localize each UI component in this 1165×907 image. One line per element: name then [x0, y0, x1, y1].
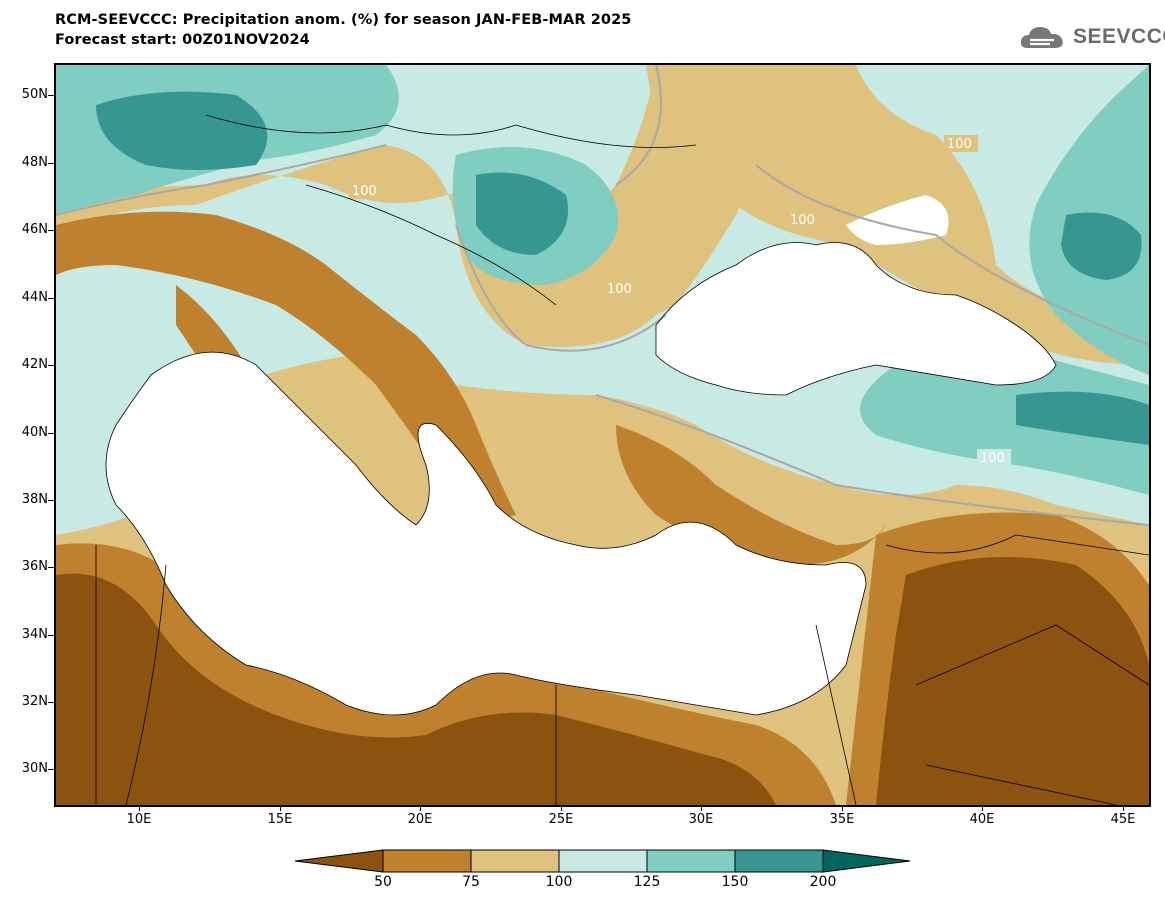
colorbar-segment-75-100 — [470, 849, 560, 873]
lon-tick — [842, 805, 843, 811]
lat-tick — [48, 298, 54, 299]
lon-label-30e: 30E — [688, 812, 714, 827]
lat-label-32n: 32N — [21, 694, 48, 709]
lon-label-35e: 35E — [829, 812, 855, 827]
sea-mediterranean — [106, 352, 866, 715]
lat-label-50n: 50N — [21, 87, 48, 102]
colorbar-segment-above-200 — [822, 849, 911, 873]
lon-tick — [561, 805, 562, 811]
lat-tick — [48, 702, 54, 703]
lon-tick — [982, 805, 983, 811]
lon-label-45e: 45E — [1110, 812, 1136, 827]
contour-label-2: 100 — [607, 282, 632, 297]
contour-label-4: 100 — [980, 451, 1005, 466]
lat-tick — [48, 433, 54, 434]
lat-tick — [48, 567, 54, 568]
colorbar — [295, 849, 911, 873]
colorbar-label-150: 150 — [721, 874, 749, 890]
lon-label-25e: 25E — [548, 812, 574, 827]
lat-label-48n: 48N — [21, 155, 48, 170]
contour-labels: 100 100 100 100 100 — [349, 135, 1011, 466]
lat-label-44n: 44N — [21, 290, 48, 305]
darkteal-region-pontic — [1016, 391, 1149, 445]
lat-tick — [48, 163, 54, 164]
lat-tick — [48, 230, 54, 231]
colorbar-segment-100-125 — [558, 849, 648, 873]
anomaly-map: 100 100 100 100 100 — [56, 65, 1149, 805]
darkbrown-region-syria — [876, 557, 1149, 805]
colorbar-label-200: 200 — [809, 874, 837, 890]
lon-tick — [420, 805, 421, 811]
darkbrown-region-libya — [56, 573, 776, 805]
darkteal-region-alps — [96, 91, 268, 170]
lon-label-20e: 20E — [407, 812, 433, 827]
logo-text: SEEVCCC — [1073, 25, 1165, 48]
lat-tick — [48, 95, 54, 96]
colorbar-segment-below-50 — [295, 849, 384, 873]
darkteal-region-carpathian — [476, 172, 568, 255]
lat-label-40n: 40N — [21, 425, 48, 440]
colorbar-label-50: 50 — [374, 874, 392, 890]
teal-region-caucasus — [860, 335, 1149, 495]
lon-label-15e: 15E — [267, 812, 293, 827]
chart-title: RCM-SEEVCCC: Precipitation anom. (%) for… — [55, 10, 632, 50]
lat-tick — [48, 635, 54, 636]
title-line-1: RCM-SEEVCCC: Precipitation anom. (%) for… — [55, 12, 632, 28]
colorbar-segment-50-75 — [382, 849, 472, 873]
colorbar-segment-125-150 — [646, 849, 736, 873]
lat-tick — [48, 500, 54, 501]
lat-tick — [48, 365, 54, 366]
lat-label-34n: 34N — [21, 627, 48, 642]
lat-label-30n: 30N — [21, 761, 48, 776]
lat-label-46n: 46N — [21, 222, 48, 237]
contour-label-5: 100 — [947, 137, 972, 152]
darkteal-region-caspian — [1061, 212, 1142, 280]
lon-tick — [701, 805, 702, 811]
lon-label-10e: 10E — [126, 812, 152, 827]
lon-tick — [139, 805, 140, 811]
lat-label-42n: 42N — [21, 357, 48, 372]
contour-label-1: 100 — [352, 184, 377, 199]
colorbar-label-75: 75 — [462, 874, 480, 890]
contour-label-3: 100 — [790, 213, 815, 228]
colorbar-label-100: 100 — [545, 874, 573, 890]
seevccc-logo: SEEVCCC — [1018, 22, 1165, 52]
contour-100-lines — [56, 65, 1149, 526]
colorbar-segment-150-200 — [734, 849, 824, 873]
tan-region-balkans — [56, 65, 764, 347]
lon-tick — [1123, 805, 1124, 811]
cloud-icon — [1020, 27, 1063, 48]
lat-label-36n: 36N — [21, 559, 48, 574]
lon-tick — [280, 805, 281, 811]
sea-black — [656, 242, 1056, 395]
colorbar-label-125: 125 — [633, 874, 661, 890]
lon-label-40e: 40E — [969, 812, 995, 827]
lat-tick — [48, 769, 54, 770]
map-plot-area: 100 100 100 100 100 — [54, 63, 1151, 807]
lat-label-38n: 38N — [21, 492, 48, 507]
country-borders — [95, 114, 1149, 805]
title-line-2: Forecast start: 00Z01NOV2024 — [55, 32, 310, 48]
